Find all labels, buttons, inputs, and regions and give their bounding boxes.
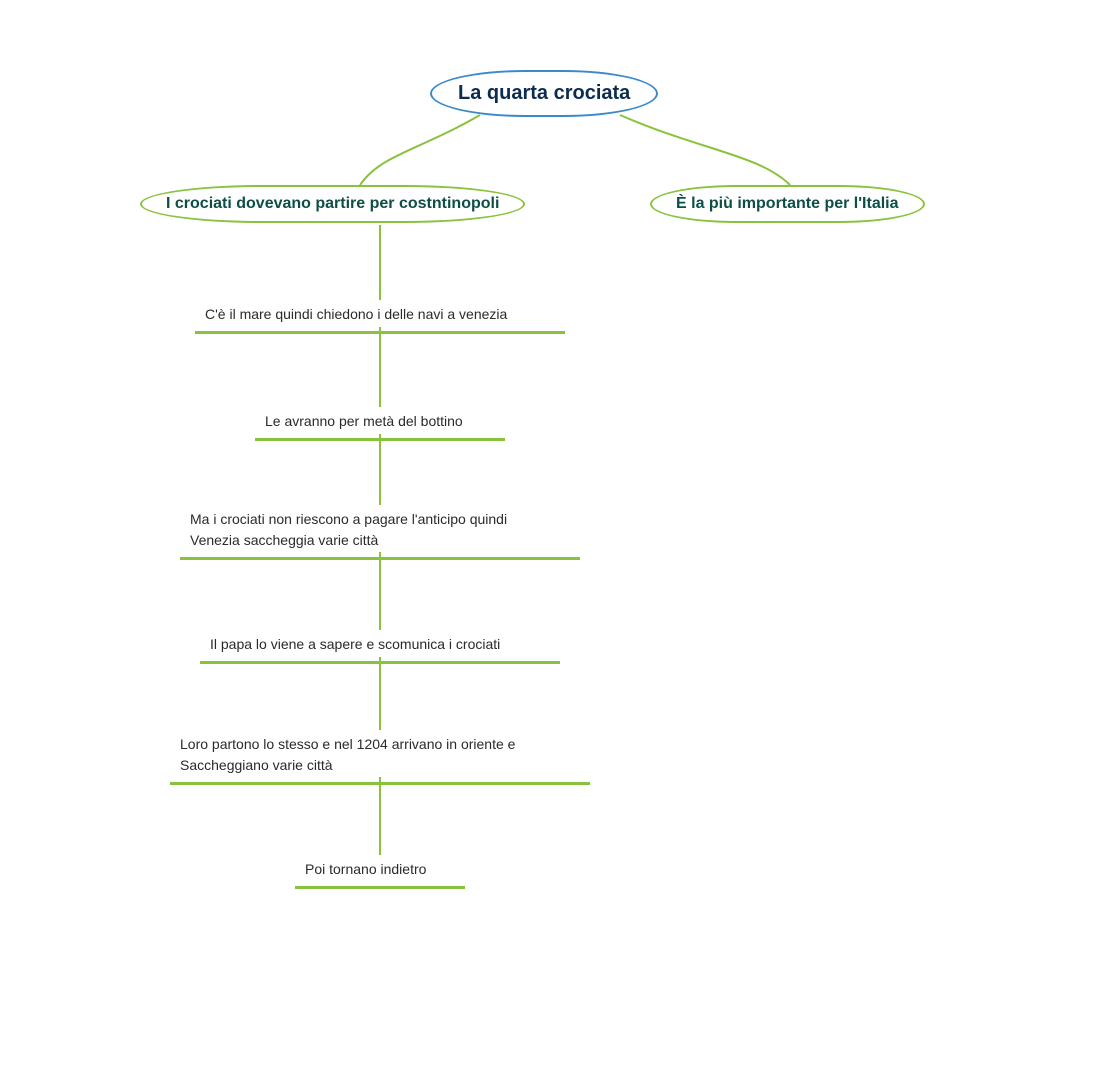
mindmap-canvas: La quarta crociata I crociati dovevano p… xyxy=(0,0,1118,1080)
root-label: La quarta crociata xyxy=(458,82,630,104)
leaf-node: Il papa lo viene a sapere e scomunica i … xyxy=(200,630,560,664)
branch-right: È la più importante per l'Italia xyxy=(650,185,925,223)
branch-left: I crociati dovevano partire per costntin… xyxy=(140,185,525,223)
branch-left-label: I crociati dovevano partire per costntin… xyxy=(166,195,499,212)
leaf-node: Poi tornano indietro xyxy=(295,855,465,889)
leaf-node: C'è il mare quindi chiedono i delle navi… xyxy=(195,300,565,334)
leaf-node: Le avranno per metà del bottino xyxy=(255,407,505,441)
leaf-node: Loro partono lo stesso e nel 1204 arriva… xyxy=(170,730,590,785)
leaf-node: Ma i crociati non riescono a pagare l'an… xyxy=(180,505,580,560)
root-node: La quarta crociata xyxy=(430,70,658,117)
branch-right-label: È la più importante per l'Italia xyxy=(676,195,899,212)
